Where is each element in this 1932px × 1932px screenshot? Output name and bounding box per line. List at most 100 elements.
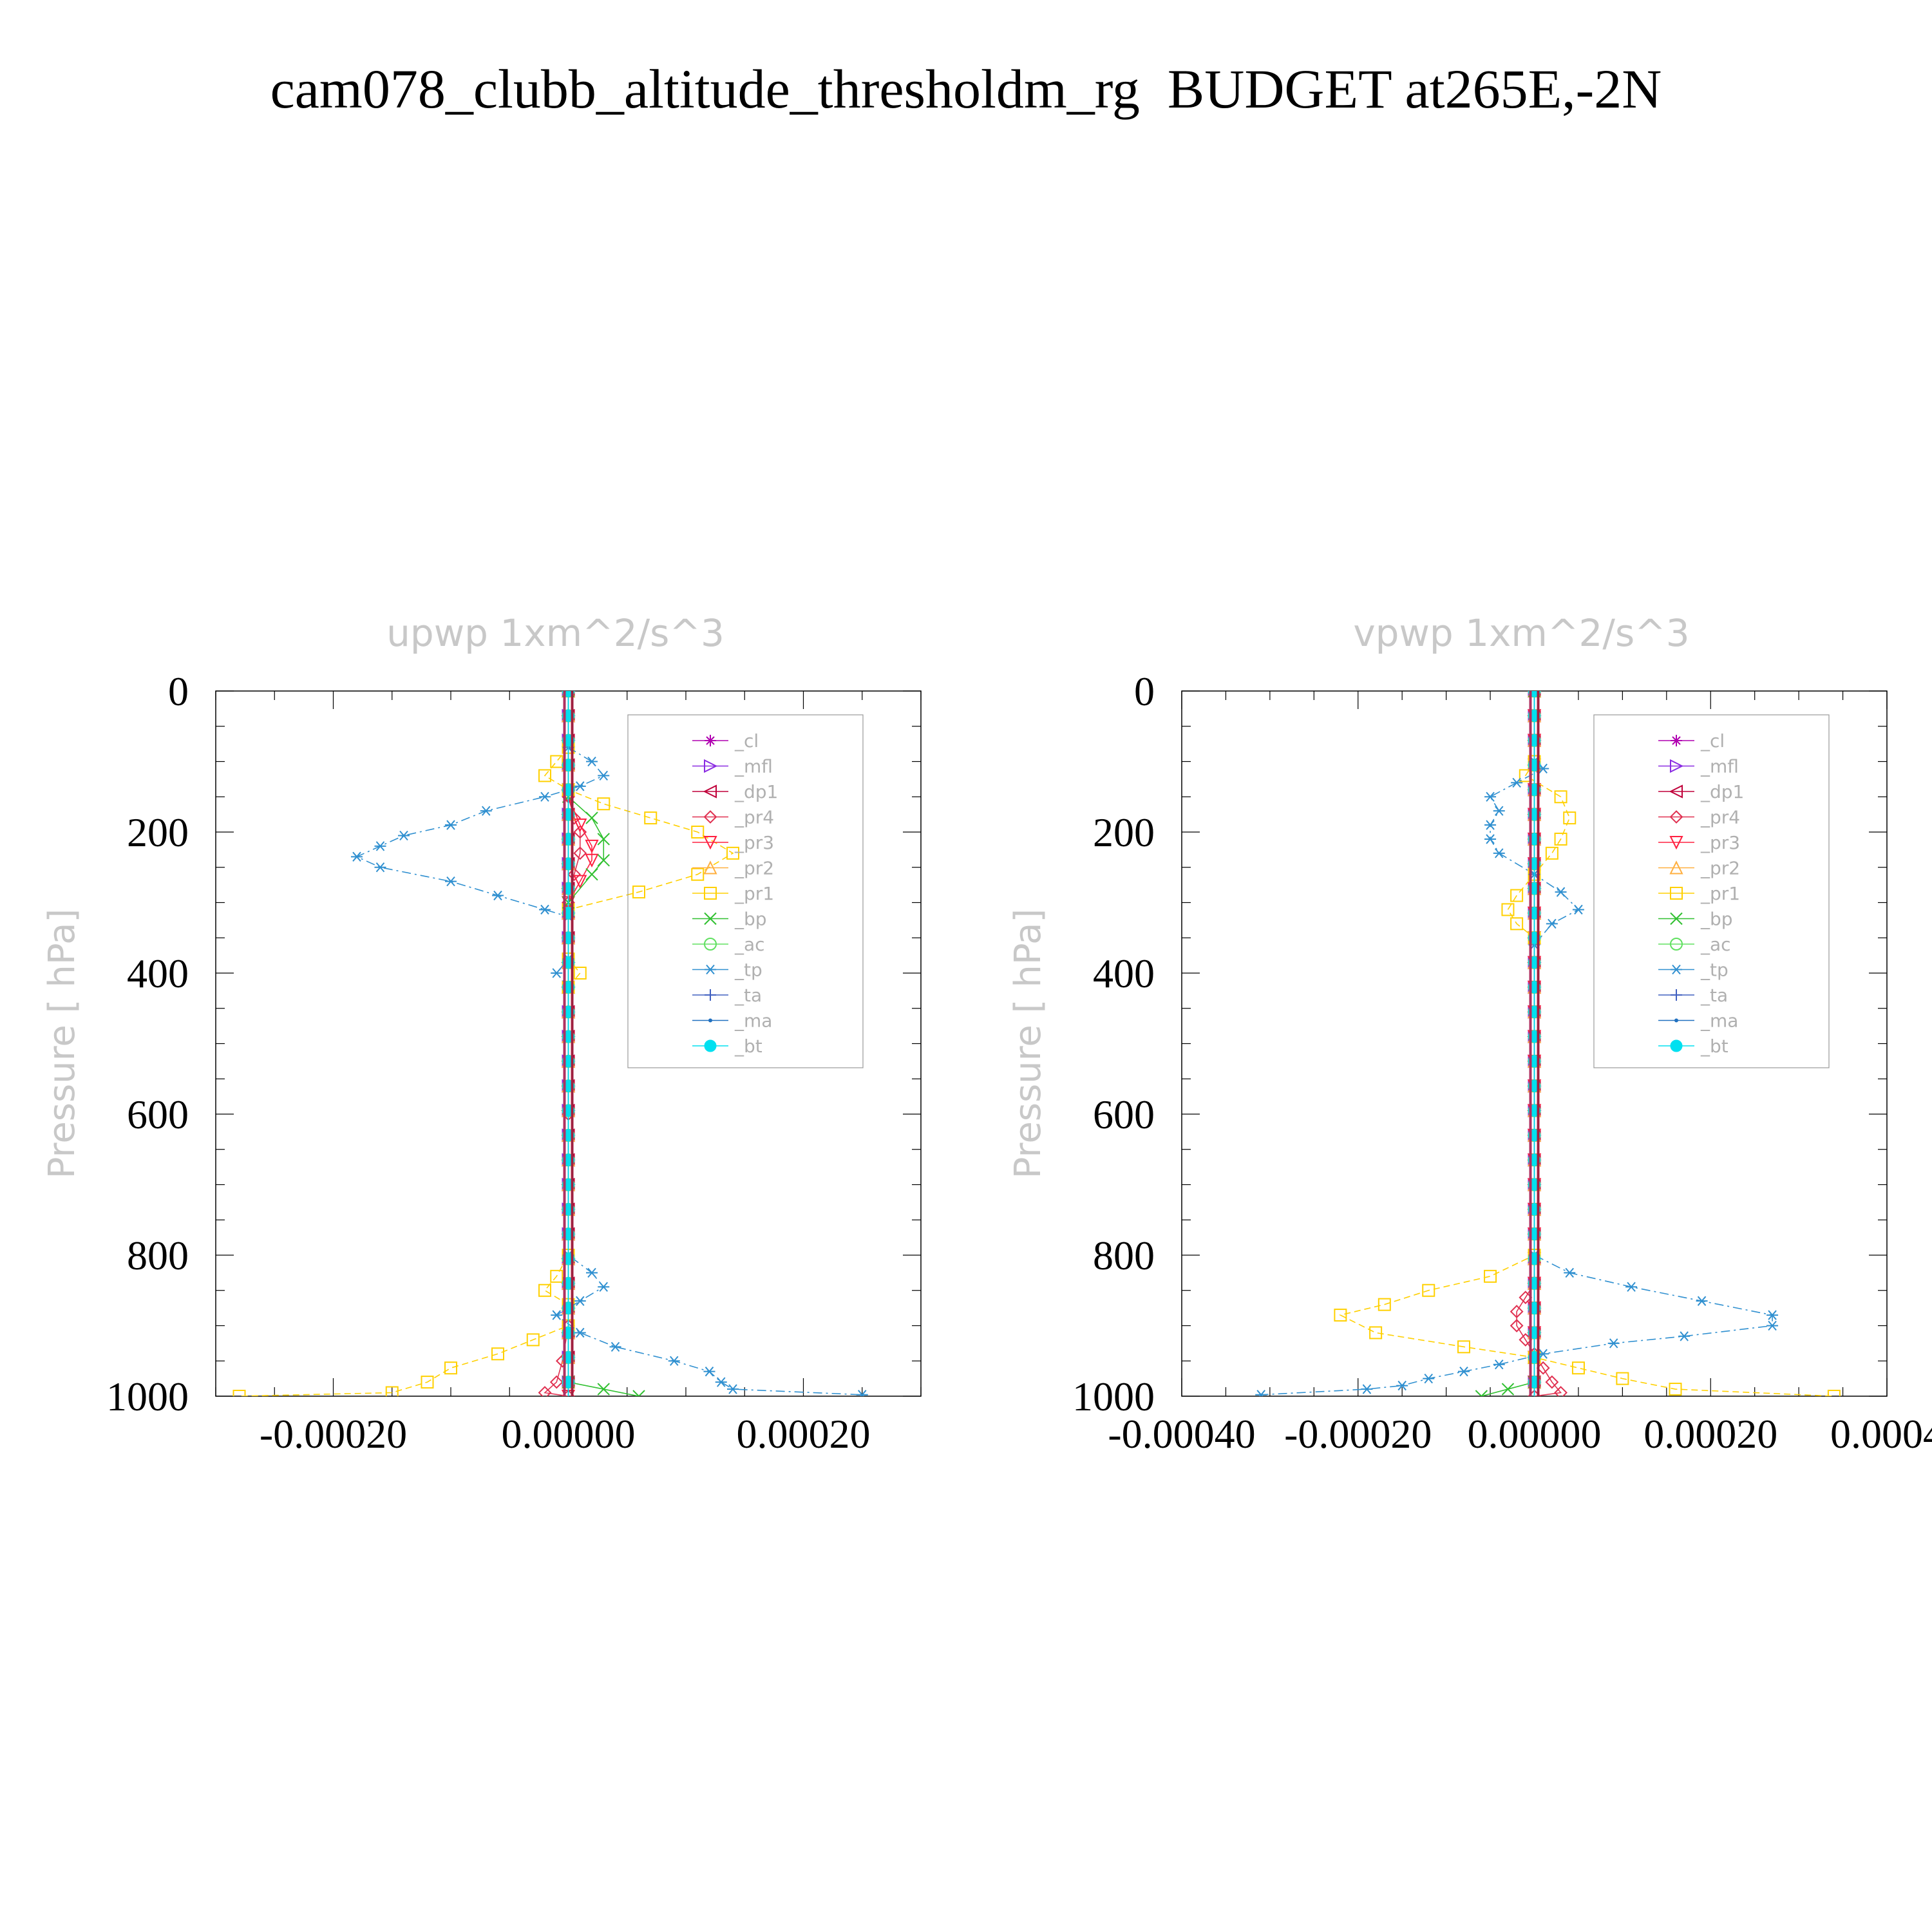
legend-item: _bp: [692, 909, 767, 930]
data-point: [574, 1296, 586, 1306]
y-tick-label: 400: [127, 951, 189, 996]
data-point: [691, 826, 705, 838]
panel-title: upwp 1xm^2/s^3: [386, 611, 724, 655]
legend-marker: [705, 735, 716, 746]
data-point: [444, 1361, 457, 1375]
data-point: [550, 755, 564, 768]
legend-box: [1593, 714, 1830, 1068]
legend-marker: [704, 938, 717, 951]
legend-marker: [1669, 810, 1683, 824]
data-point: [445, 876, 457, 887]
data-point: [491, 1347, 504, 1361]
data-point: [1827, 1390, 1841, 1396]
data-point: [1554, 790, 1567, 804]
legend-item: _ta: [692, 985, 762, 1006]
data-point: [550, 1269, 564, 1283]
legend: _cl _mfl _dp1 _pr4 _pr3 _pr2 _pr1 _bp _ac _tp _ta _…: [1593, 714, 1830, 1068]
legend-marker: [703, 810, 717, 824]
data-point: [1361, 1384, 1373, 1394]
legend-marker: [1670, 938, 1683, 951]
data-point: [727, 1384, 739, 1394]
legend-marker: [1670, 759, 1684, 773]
data-point: [597, 797, 611, 811]
legend-label: _bt: [1700, 1036, 1728, 1057]
page-title: cam078_clubb_altitude_thresholdm_rg BUDG…: [270, 58, 1662, 120]
legend-label: _ma: [1700, 1010, 1738, 1032]
data-point: [597, 833, 610, 846]
panel-title: vpwp 1xm^2/s^3: [1353, 611, 1689, 655]
data-point: [385, 1386, 399, 1396]
data-point: [573, 967, 587, 980]
data-point: [1511, 777, 1523, 788]
legend-label: _ta: [734, 985, 762, 1006]
legend-item: _dp1: [692, 781, 778, 802]
legend-marker: [1669, 784, 1683, 799]
legend-marker: [704, 912, 717, 925]
data-point: [1484, 791, 1497, 802]
data-point: [644, 811, 658, 825]
data-point: [1625, 1282, 1638, 1292]
legend-label: _mfl: [734, 756, 773, 777]
data-point: [1510, 1319, 1524, 1332]
data-point: [598, 770, 610, 781]
legend-item: _bt: [1658, 1036, 1728, 1057]
legend-item: _tp: [1658, 960, 1728, 981]
series-pr1: [1334, 755, 1841, 1396]
data-point: [551, 968, 563, 978]
data-point: [1493, 1359, 1505, 1370]
data-point: [1616, 1372, 1629, 1385]
data-point: [585, 853, 599, 868]
legend-label: _bp: [734, 909, 767, 930]
y-axis-label: Pressure [ hPa]: [41, 909, 83, 1179]
series-tp: [351, 691, 868, 1396]
y-tick-label: 0: [1134, 668, 1155, 714]
data-point: [538, 1386, 552, 1396]
legend-label: _pr2: [734, 858, 774, 879]
legend-label: _cl: [734, 730, 759, 752]
legend-label: _tp: [1700, 960, 1728, 981]
data-point: [1422, 1283, 1435, 1297]
data-point: [351, 851, 363, 862]
legend-marker: [704, 887, 717, 900]
data-point: [526, 1333, 540, 1347]
legend-marker: [704, 1039, 717, 1052]
legend-item: _tp: [692, 960, 762, 981]
y-tick-label: 600: [127, 1092, 189, 1137]
y-tick-label: 200: [1093, 810, 1155, 855]
legend-label: _tp: [734, 960, 762, 981]
legend-item: _bp: [1658, 909, 1733, 930]
data-point: [374, 841, 386, 851]
chart-panel-1: upwp 1xm^2/s^3 Pressure [ hPa] 0 200 400 600 8…: [41, 611, 922, 1457]
legend-marker: [704, 759, 718, 773]
legend-label: _bt: [734, 1036, 762, 1057]
legend-label: _ac: [734, 934, 765, 955]
legend-marker: [703, 860, 717, 875]
data-point: [1510, 1305, 1524, 1319]
data-point: [551, 1310, 563, 1320]
legend-item: _pr3: [692, 832, 774, 853]
legend-item: _pr1: [1658, 883, 1740, 904]
data-point: [856, 1390, 868, 1396]
series-line: [355, 691, 862, 1396]
legend-marker: [1669, 836, 1683, 850]
legend-marker: [1671, 989, 1682, 1001]
y-tick-label: 200: [127, 810, 189, 855]
legend: _cl _mfl _dp1 _pr4 _pr3 _pr2 _pr1 _bp _ac _tp _ta _…: [627, 714, 864, 1068]
y-tick-label: 600: [1093, 1092, 1155, 1137]
legend-label: _bp: [1700, 909, 1733, 930]
data-point: [574, 1327, 586, 1338]
data-point: [232, 1390, 246, 1396]
data-point: [1369, 1326, 1383, 1340]
legend-label: _pr2: [1700, 858, 1740, 879]
data-point: [1678, 1331, 1690, 1341]
data-point: [492, 890, 504, 901]
data-point: [1572, 904, 1584, 915]
x-tick-label: -0.00040: [1108, 1411, 1255, 1457]
data-point: [703, 1367, 715, 1377]
data-point: [1484, 820, 1497, 830]
data-point: [1378, 1298, 1391, 1311]
data-point: [421, 1376, 434, 1389]
data-point: [539, 791, 551, 802]
legend-item: _pr1: [692, 883, 774, 904]
